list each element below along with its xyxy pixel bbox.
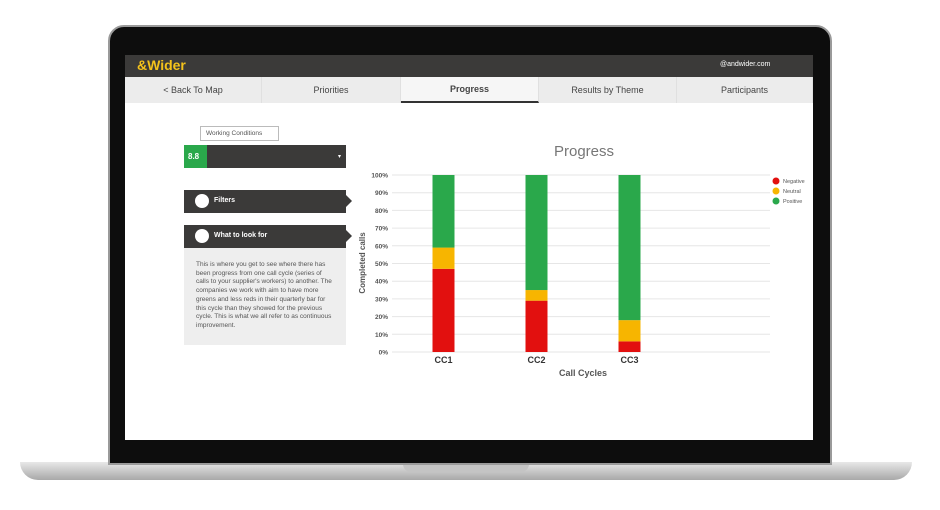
info-icon (195, 229, 209, 243)
x-tick-label: CC3 (620, 355, 638, 365)
info-label: What to look for (214, 232, 268, 239)
nav-tab[interactable]: < Back To Map (125, 77, 262, 103)
dropdown[interactable]: Working Conditions (200, 126, 279, 141)
nav-tab-active[interactable]: Progress (401, 77, 539, 103)
legend-label: Positive (783, 199, 802, 205)
arrow (346, 230, 352, 242)
y-tick-label: 50% (375, 261, 388, 268)
y-tick-label: 100% (371, 173, 388, 180)
y-tick-label: 70% (375, 226, 388, 233)
y-tick-label: 30% (375, 296, 388, 303)
legend-swatch (772, 197, 780, 205)
filter-icon (195, 194, 209, 208)
y-tick-label: 40% (375, 279, 388, 286)
legend-label: Negative (783, 179, 805, 185)
bar-segment (432, 268, 455, 352)
y-tick-label: 90% (375, 190, 388, 197)
bar-segment (525, 300, 548, 352)
bar-segment (618, 341, 641, 352)
description: This is where you get to see where there… (184, 248, 346, 345)
legend-swatch (772, 177, 780, 185)
logo[interactable]: &Wider (137, 57, 186, 73)
nav-tab[interactable]: Priorities (262, 77, 401, 103)
legend-swatch (772, 187, 780, 195)
user-menu[interactable]: @andwider.com (720, 61, 771, 68)
bar-segment (618, 175, 641, 321)
score-bar[interactable] (184, 145, 346, 168)
legend-label: Neutral (783, 189, 801, 195)
header-bar (125, 55, 813, 77)
bar-segment (525, 290, 548, 301)
filters-label: Filters (214, 197, 236, 204)
bar-segment (432, 175, 455, 248)
bar-segment (618, 320, 641, 342)
y-axis-label: Completed calls (358, 232, 367, 294)
bar-segment (525, 175, 548, 291)
filters-panel[interactable] (184, 190, 346, 213)
score: 8.8 (184, 145, 207, 168)
x-tick-label: CC1 (434, 355, 452, 365)
y-tick-label: 10% (375, 332, 388, 339)
bar-segment (432, 247, 455, 269)
caret: ▾ (338, 154, 341, 160)
laptop-notch (403, 462, 529, 472)
nav-tab[interactable]: Participants (677, 77, 813, 103)
y-tick-label: 60% (375, 243, 388, 250)
x-tick-label: CC2 (527, 355, 545, 365)
info-panel[interactable] (184, 225, 346, 248)
y-tick-label: 20% (375, 314, 388, 321)
y-tick-label: 80% (375, 208, 388, 215)
nav-tab[interactable]: Results by Theme (539, 77, 677, 103)
chart-title: Progress (554, 143, 614, 160)
x-axis-label: Call Cycles (559, 368, 607, 378)
y-tick-label: 0% (379, 350, 389, 357)
arrow (346, 195, 352, 207)
